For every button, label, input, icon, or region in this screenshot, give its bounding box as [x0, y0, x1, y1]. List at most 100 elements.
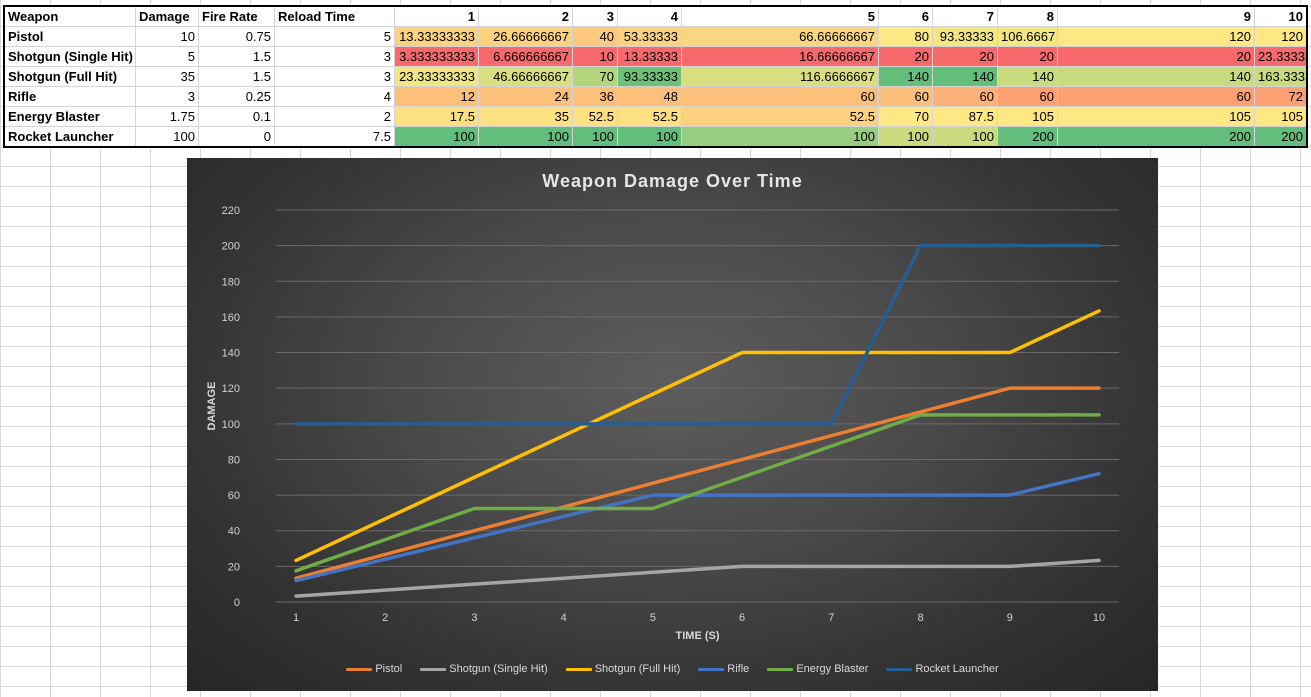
damage-cell[interactable]: 20 — [878, 46, 933, 67]
damage-cell[interactable]: 100 — [932, 126, 998, 147]
damage-cell[interactable]: 52.5 — [572, 106, 618, 127]
cell-damage[interactable]: 10 — [135, 26, 199, 47]
damage-cell[interactable]: 93.33333 — [617, 66, 682, 87]
weapon-name-cell[interactable]: Rifle — [4, 86, 136, 107]
damage-cell[interactable]: 200 — [1057, 126, 1255, 147]
weapon-name-cell[interactable]: Shotgun (Full Hit) — [4, 66, 136, 87]
damage-cell[interactable]: 100 — [478, 126, 573, 147]
damage-cell[interactable]: 20 — [1057, 46, 1255, 67]
series-line-rifle[interactable] — [294, 471, 1101, 583]
weapon-name-cell[interactable]: Rocket Launcher — [4, 126, 136, 147]
legend-item[interactable]: Shotgun (Single Hit) — [420, 663, 548, 675]
weapon-damage-chart[interactable]: Weapon Damage Over Time 0 20 40 60 80 100 120 1… — [187, 158, 1158, 691]
damage-cell[interactable]: 100 — [878, 126, 933, 147]
damage-cell[interactable]: 6.666666667 — [478, 46, 573, 67]
damage-cell[interactable]: 60 — [932, 86, 998, 107]
damage-cell[interactable]: 12 — [394, 86, 479, 107]
weapon-name-cell[interactable]: Pistol — [4, 26, 136, 47]
cell-reload[interactable]: 3 — [274, 66, 395, 87]
column-header[interactable]: 3 — [572, 6, 618, 27]
damage-cell[interactable]: 116.6666667 — [681, 66, 879, 87]
damage-cell[interactable]: 3.333333333 — [394, 46, 479, 67]
damage-cell[interactable]: 23.33333333 — [394, 66, 479, 87]
damage-cell[interactable]: 60 — [681, 86, 879, 107]
weapon-name-cell[interactable]: Energy Blaster — [4, 106, 136, 127]
legend-item[interactable]: Pistol — [346, 663, 402, 675]
column-header[interactable]: 9 — [1057, 6, 1255, 27]
series-line-rocket-launcher[interactable] — [294, 243, 1101, 426]
column-header[interactable]: 7 — [932, 6, 998, 27]
cell-fire-rate[interactable]: 0 — [198, 126, 275, 147]
series-line-shotgun-single-hit[interactable] — [294, 558, 1101, 598]
cell-damage[interactable]: 100 — [135, 126, 199, 147]
damage-cell[interactable]: 60 — [997, 86, 1058, 107]
series-line-shotgun-full-hit[interactable] — [294, 309, 1101, 563]
damage-cell[interactable]: 17.5 — [394, 106, 479, 127]
damage-cell[interactable]: 120 — [1254, 26, 1307, 47]
damage-cell[interactable]: 16.66666667 — [681, 46, 879, 67]
damage-cell[interactable]: 200 — [1254, 126, 1307, 147]
cell-fire-rate[interactable]: 1.5 — [198, 66, 275, 87]
damage-cell[interactable]: 87.5 — [932, 106, 998, 127]
damage-cell[interactable]: 52.5 — [617, 106, 682, 127]
damage-cell[interactable]: 140 — [878, 66, 933, 87]
damage-cell[interactable]: 36 — [572, 86, 618, 107]
column-header[interactable]: 2 — [478, 6, 573, 27]
damage-cell[interactable]: 140 — [997, 66, 1058, 87]
legend-item[interactable]: Energy Blaster — [767, 663, 868, 675]
column-header[interactable]: Weapon — [4, 6, 136, 27]
damage-cell[interactable]: 40 — [572, 26, 618, 47]
damage-cell[interactable]: 13.33333 — [617, 46, 682, 67]
damage-cell[interactable]: 100 — [394, 126, 479, 147]
weapon-name-cell[interactable]: Shotgun (Single Hit) — [4, 46, 136, 67]
damage-cell[interactable]: 100 — [617, 126, 682, 147]
cell-reload[interactable]: 5 — [274, 26, 395, 47]
damage-cell[interactable]: 23.33333333 — [1254, 46, 1307, 67]
damage-cell[interactable]: 35 — [478, 106, 573, 127]
cell-reload[interactable]: 4 — [274, 86, 395, 107]
damage-cell[interactable]: 105 — [997, 106, 1058, 127]
cell-damage[interactable]: 1.75 — [135, 106, 199, 127]
damage-cell[interactable]: 80 — [878, 26, 933, 47]
damage-cell[interactable]: 52.5 — [681, 106, 879, 127]
damage-cell[interactable]: 100 — [572, 126, 618, 147]
damage-cell[interactable]: 53.33333 — [617, 26, 682, 47]
cell-fire-rate[interactable]: 0.1 — [198, 106, 275, 127]
cell-reload[interactable]: 7.5 — [274, 126, 395, 147]
damage-cell[interactable]: 70 — [572, 66, 618, 87]
damage-cell[interactable]: 20 — [932, 46, 998, 67]
damage-cell[interactable]: 163.3333333 — [1254, 66, 1307, 87]
damage-cell[interactable]: 20 — [997, 46, 1058, 67]
column-header[interactable]: 10 — [1254, 6, 1307, 27]
column-header[interactable]: 1 — [394, 6, 479, 27]
legend-item[interactable]: Shotgun (Full Hit) — [565, 663, 680, 675]
damage-cell[interactable]: 106.6667 — [997, 26, 1058, 47]
damage-cell[interactable]: 72 — [1254, 86, 1307, 107]
damage-cell[interactable]: 100 — [681, 126, 879, 147]
damage-cell[interactable]: 48 — [617, 86, 682, 107]
cell-damage[interactable]: 35 — [135, 66, 199, 87]
cell-damage[interactable]: 5 — [135, 46, 199, 67]
column-header[interactable]: Reload Time — [274, 6, 395, 27]
column-header[interactable]: 5 — [681, 6, 879, 27]
damage-cell[interactable]: 70 — [878, 106, 933, 127]
damage-cell[interactable]: 140 — [1057, 66, 1255, 87]
legend-item[interactable]: Rocket Launcher — [886, 663, 999, 675]
series-line-pistol[interactable] — [294, 386, 1101, 580]
damage-cell[interactable]: 140 — [932, 66, 998, 87]
column-header[interactable]: 8 — [997, 6, 1058, 27]
damage-cell[interactable]: 26.66666667 — [478, 26, 573, 47]
damage-cell[interactable]: 105 — [1254, 106, 1307, 127]
damage-cell[interactable]: 13.33333333 — [394, 26, 479, 47]
cell-reload[interactable]: 2 — [274, 106, 395, 127]
damage-cell[interactable]: 93.33333 — [932, 26, 998, 47]
column-header[interactable]: 4 — [617, 6, 682, 27]
cell-fire-rate[interactable]: 1.5 — [198, 46, 275, 67]
column-header[interactable]: Damage — [135, 6, 199, 27]
damage-cell[interactable]: 200 — [997, 126, 1058, 147]
damage-cell[interactable]: 120 — [1057, 26, 1255, 47]
cell-reload[interactable]: 3 — [274, 46, 395, 67]
cell-fire-rate[interactable]: 0.75 — [198, 26, 275, 47]
damage-cell[interactable]: 66.66666667 — [681, 26, 879, 47]
column-header[interactable]: Fire Rate — [198, 6, 275, 27]
